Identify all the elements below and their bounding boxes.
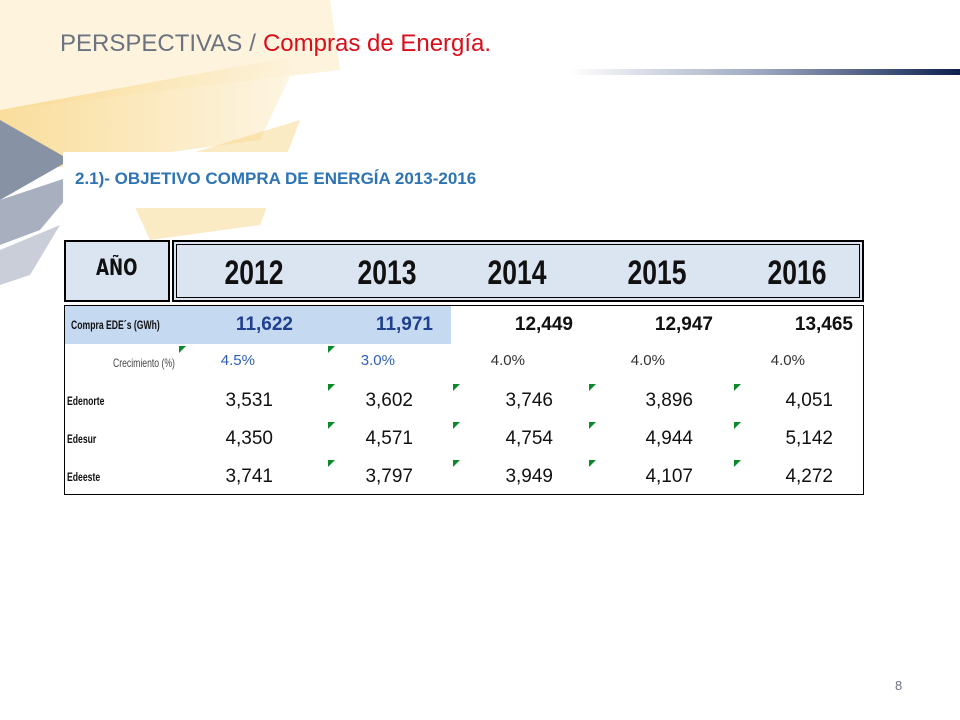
row-label: Edeeste bbox=[67, 470, 101, 484]
year-header: 2012 2013 2014 2015 2016 bbox=[172, 240, 864, 302]
table-cell: 11,971 bbox=[375, 314, 433, 335]
green-marker-icon bbox=[734, 384, 741, 391]
title-separator: / bbox=[249, 30, 256, 57]
green-marker-icon bbox=[328, 384, 335, 391]
table-cell: 4,944 bbox=[645, 428, 693, 449]
row-label: Edenorte bbox=[67, 394, 105, 408]
table-row: Edenorte 3,531 3,602 3,746 3,896 4,051 bbox=[65, 382, 862, 420]
row-label: Edesur bbox=[67, 432, 97, 446]
green-marker-icon bbox=[589, 460, 596, 467]
green-marker-icon bbox=[734, 422, 741, 429]
energy-table: Compra EDE´s (GWh) 11,622 11,971 12,449 … bbox=[64, 305, 864, 495]
table-cell: 4,051 bbox=[785, 390, 833, 411]
year-2012: 2012 bbox=[224, 254, 284, 292]
table-cell: 4,350 bbox=[225, 428, 273, 449]
page-number: 8 bbox=[895, 678, 903, 693]
table-cell: 3,531 bbox=[225, 390, 273, 411]
table-cell: 12,449 bbox=[514, 314, 573, 335]
subtitle-box: 2.1)- OBJETIVO COMPRA DE ENERGÍA 2013-20… bbox=[63, 152, 573, 208]
green-marker-icon bbox=[589, 422, 596, 429]
table-cell: 4,107 bbox=[645, 466, 693, 487]
subtitle: 2.1)- OBJETIVO COMPRA DE ENERGÍA 2013-20… bbox=[75, 169, 477, 188]
page-title: PERSPECTIVAS / Compras de Energía. bbox=[60, 30, 491, 58]
year-2016: 2016 bbox=[767, 254, 827, 292]
table-cell: 3,746 bbox=[505, 390, 553, 411]
table-cell: 3,797 bbox=[365, 466, 413, 487]
title-section: PERSPECTIVAS bbox=[60, 30, 243, 57]
green-marker-icon bbox=[453, 460, 460, 467]
green-marker-icon bbox=[453, 422, 460, 429]
year-2014: 2014 bbox=[487, 254, 547, 292]
green-marker-icon bbox=[328, 460, 335, 467]
year-label: AÑO bbox=[96, 256, 138, 281]
table-cell: 12,947 bbox=[654, 314, 713, 335]
green-marker-icon bbox=[734, 460, 741, 467]
table-cell: 4,754 bbox=[505, 428, 553, 449]
table-cell: 3.0% bbox=[360, 352, 395, 369]
table-cell: 4.0% bbox=[630, 352, 665, 369]
table-cell: 4.0% bbox=[770, 352, 805, 369]
year-2013: 2013 bbox=[357, 254, 417, 292]
table-row: Edeeste 3,741 3,797 3,949 4,107 4,272 bbox=[65, 458, 862, 496]
table-cell: 11,622 bbox=[235, 314, 293, 335]
green-marker-icon bbox=[328, 346, 335, 353]
table-cell: 4.0% bbox=[490, 352, 525, 369]
table-row: Compra EDE´s (GWh) 11,622 11,971 12,449 … bbox=[65, 306, 862, 344]
table-row: Crecimiento (%) 4.5% 3.0% 4.0% 4.0% 4.0% bbox=[65, 344, 862, 382]
row-label: Compra EDE´s (GWh) bbox=[65, 306, 179, 344]
green-marker-icon bbox=[589, 384, 596, 391]
title-topic: Compras de Energía. bbox=[262, 30, 492, 57]
table-cell: 4,571 bbox=[365, 428, 413, 449]
table-cell: 3,602 bbox=[365, 390, 413, 411]
row-label: Crecimiento (%) bbox=[113, 356, 175, 370]
year-label-cell: AÑO bbox=[64, 240, 170, 302]
table-cell: 4.5% bbox=[220, 352, 255, 369]
table-cell: 3,741 bbox=[225, 466, 273, 487]
year-2015: 2015 bbox=[627, 254, 687, 292]
green-marker-icon bbox=[328, 422, 335, 429]
table-cell: 3,896 bbox=[645, 390, 693, 411]
table-cell: 5,142 bbox=[785, 428, 833, 449]
table-row: Edesur 4,350 4,571 4,754 4,944 5,142 bbox=[65, 420, 862, 458]
table-cell: 13,465 bbox=[794, 314, 853, 335]
table-cell: 4,272 bbox=[785, 466, 833, 487]
green-marker-icon bbox=[179, 346, 186, 353]
green-marker-icon bbox=[453, 384, 460, 391]
table-cell: 3,949 bbox=[505, 466, 553, 487]
